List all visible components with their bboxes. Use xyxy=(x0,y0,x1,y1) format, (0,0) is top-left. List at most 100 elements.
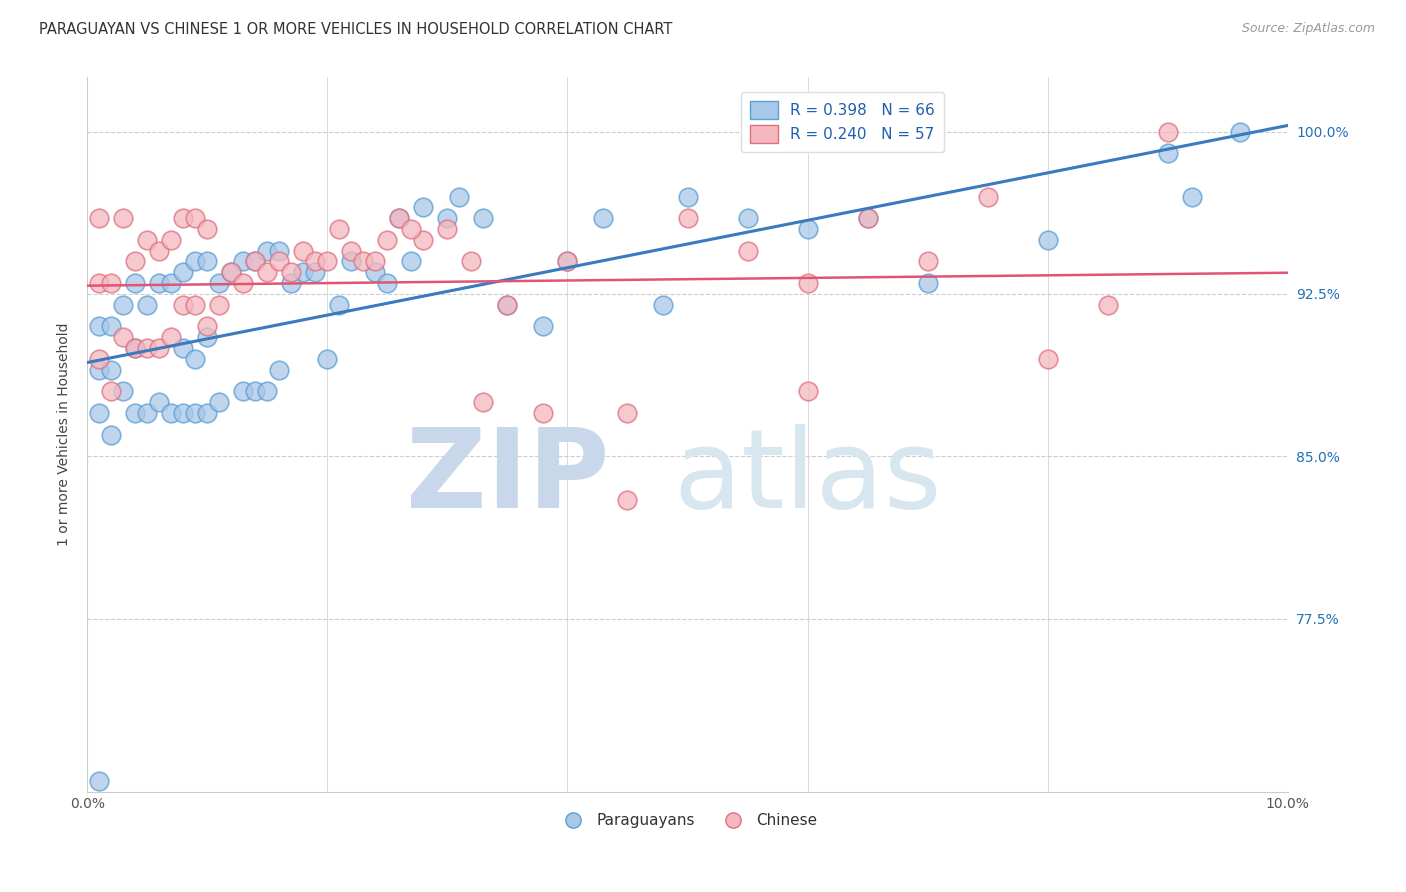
Text: atlas: atlas xyxy=(673,424,942,531)
Point xyxy=(375,233,398,247)
Point xyxy=(856,211,879,226)
Point xyxy=(796,384,818,399)
Point xyxy=(1036,233,1059,247)
Point xyxy=(364,265,387,279)
Point xyxy=(917,276,939,290)
Point xyxy=(280,276,302,290)
Point xyxy=(1157,146,1180,161)
Point xyxy=(796,222,818,236)
Point xyxy=(592,211,614,226)
Y-axis label: 1 or more Vehicles in Household: 1 or more Vehicles in Household xyxy=(58,323,72,547)
Point xyxy=(352,254,374,268)
Point xyxy=(245,384,267,399)
Point xyxy=(256,265,278,279)
Point xyxy=(148,244,170,258)
Point xyxy=(269,363,291,377)
Point xyxy=(195,319,218,334)
Point xyxy=(328,222,350,236)
Point xyxy=(1036,351,1059,366)
Point xyxy=(269,254,291,268)
Point xyxy=(124,406,146,420)
Point xyxy=(796,276,818,290)
Legend: Paraguayans, Chinese: Paraguayans, Chinese xyxy=(553,807,823,834)
Point xyxy=(89,211,111,226)
Point xyxy=(280,265,302,279)
Point xyxy=(195,330,218,344)
Point xyxy=(100,384,122,399)
Text: Source: ZipAtlas.com: Source: ZipAtlas.com xyxy=(1241,22,1375,36)
Point xyxy=(496,298,519,312)
Point xyxy=(460,254,482,268)
Point xyxy=(401,222,423,236)
Point xyxy=(195,254,218,268)
Point xyxy=(184,406,207,420)
Point xyxy=(496,298,519,312)
Point xyxy=(89,774,111,789)
Point xyxy=(232,276,254,290)
Point xyxy=(100,363,122,377)
Point xyxy=(340,244,363,258)
Point xyxy=(449,189,471,203)
Point xyxy=(472,395,495,409)
Point xyxy=(652,298,675,312)
Point xyxy=(100,276,122,290)
Point xyxy=(208,298,231,312)
Point xyxy=(124,341,146,355)
Point xyxy=(89,351,111,366)
Point xyxy=(1229,125,1251,139)
Point xyxy=(112,384,135,399)
Point xyxy=(89,406,111,420)
Point xyxy=(232,254,254,268)
Point xyxy=(136,406,159,420)
Point xyxy=(148,341,170,355)
Point xyxy=(208,395,231,409)
Point xyxy=(148,276,170,290)
Point xyxy=(388,211,411,226)
Point xyxy=(292,265,315,279)
Point xyxy=(256,384,278,399)
Point xyxy=(676,189,699,203)
Point xyxy=(112,211,135,226)
Point xyxy=(340,254,363,268)
Point xyxy=(160,233,183,247)
Point xyxy=(917,254,939,268)
Point xyxy=(195,222,218,236)
Point xyxy=(1181,189,1204,203)
Point xyxy=(328,298,350,312)
Point xyxy=(136,233,159,247)
Point xyxy=(557,254,579,268)
Point xyxy=(89,276,111,290)
Point xyxy=(304,254,326,268)
Text: ZIP: ZIP xyxy=(406,424,609,531)
Point xyxy=(89,319,111,334)
Point xyxy=(1097,298,1119,312)
Point xyxy=(232,384,254,399)
Point xyxy=(160,406,183,420)
Point xyxy=(172,406,194,420)
Point xyxy=(304,265,326,279)
Point xyxy=(388,211,411,226)
Point xyxy=(172,211,194,226)
Point xyxy=(195,406,218,420)
Point xyxy=(737,244,759,258)
Point xyxy=(245,254,267,268)
Point xyxy=(401,254,423,268)
Point xyxy=(160,276,183,290)
Point xyxy=(245,254,267,268)
Point xyxy=(412,200,434,214)
Point xyxy=(136,341,159,355)
Point xyxy=(676,211,699,226)
Point xyxy=(219,265,242,279)
Point xyxy=(100,319,122,334)
Point xyxy=(100,427,122,442)
Point xyxy=(124,341,146,355)
Point xyxy=(160,330,183,344)
Point xyxy=(112,298,135,312)
Point xyxy=(256,244,278,258)
Point xyxy=(316,351,339,366)
Point xyxy=(292,244,315,258)
Point xyxy=(172,341,194,355)
Point xyxy=(533,319,555,334)
Point xyxy=(412,233,434,247)
Point xyxy=(436,222,458,236)
